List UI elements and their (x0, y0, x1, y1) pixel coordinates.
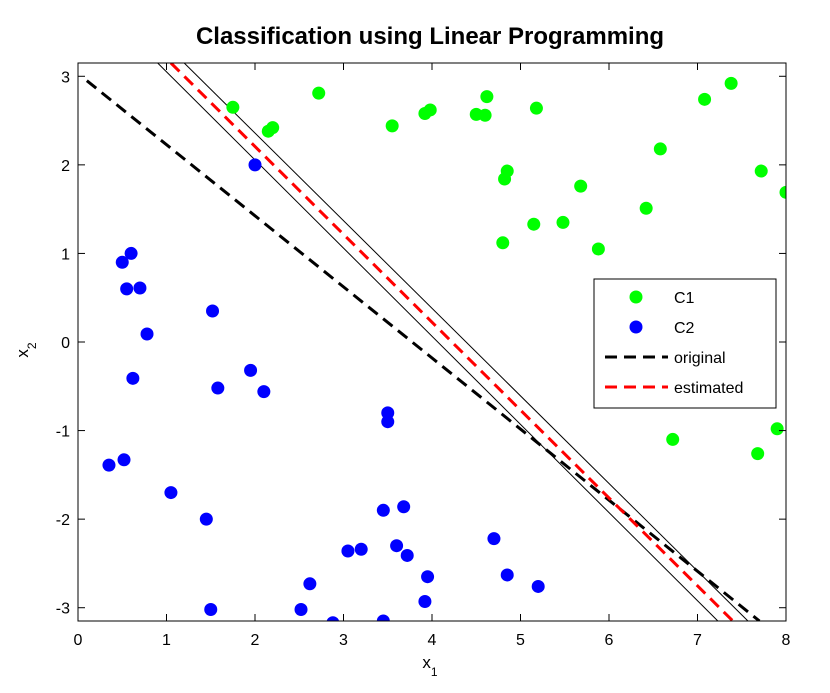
point-c1 (754, 164, 768, 178)
point-c2 (421, 570, 435, 584)
point-c2 (400, 548, 414, 562)
x-tick-label: 7 (693, 632, 702, 649)
x-axis-label: x1 (422, 653, 438, 679)
point-c1 (639, 201, 653, 215)
point-c2 (126, 371, 140, 385)
x-tick-label: 5 (516, 632, 525, 649)
point-c1 (266, 121, 280, 135)
x-tick-label: 8 (782, 632, 791, 649)
point-c1 (574, 179, 588, 193)
legend-marker-c2 (629, 320, 643, 334)
point-c2 (531, 579, 545, 593)
point-c2 (418, 595, 432, 609)
point-c1 (698, 92, 712, 106)
point-c2 (326, 616, 340, 621)
y-axis-ticks: 3 2 1 0 -1 -2 -3 (56, 69, 786, 618)
y-tick-label: -3 (56, 601, 70, 618)
point-c1 (226, 100, 240, 114)
legend-label-c1: C1 (674, 290, 695, 307)
point-c1 (423, 103, 437, 117)
point-c2 (164, 486, 178, 500)
y-axis-label: x2 (13, 342, 39, 358)
point-c1 (751, 447, 765, 461)
x-axis-label-main: x (422, 653, 431, 672)
point-c1 (312, 86, 326, 100)
legend-label-original: original (674, 350, 726, 367)
point-c2 (376, 503, 390, 517)
point-c1 (653, 142, 667, 156)
point-c2 (397, 500, 411, 514)
y-tick-label: -1 (56, 424, 70, 441)
point-c1 (666, 432, 680, 446)
point-c2 (120, 282, 134, 296)
point-c2 (487, 532, 501, 546)
point-c2 (248, 158, 262, 172)
point-c2 (102, 458, 116, 472)
point-c1 (478, 108, 492, 122)
point-c2 (211, 381, 225, 395)
legend-marker-c1 (629, 290, 643, 304)
point-c2 (117, 453, 131, 467)
y-axis-label-subscript: 2 (25, 342, 39, 349)
point-c1 (724, 76, 738, 90)
data-marks (85, 63, 786, 621)
margin-line (183, 63, 749, 621)
point-c1 (591, 242, 605, 256)
point-c1 (529, 101, 543, 115)
point-c2 (133, 281, 147, 295)
point-c2 (390, 539, 404, 553)
point-c2 (354, 542, 368, 556)
point-c1 (496, 236, 510, 250)
chart-title: Classification using Linear Programming (196, 23, 664, 50)
point-c2 (206, 304, 220, 318)
point-c2 (381, 415, 395, 429)
y-axis-label-main: x (13, 349, 32, 358)
point-c1 (527, 217, 541, 231)
point-c2 (303, 577, 317, 591)
x-tick-label: 0 (74, 632, 83, 649)
point-c2 (376, 614, 390, 621)
point-c1 (770, 422, 784, 436)
point-c2 (341, 544, 355, 558)
x-tick-label: 2 (251, 632, 260, 649)
point-c2 (124, 246, 138, 260)
point-c1 (779, 185, 786, 199)
point-c2 (244, 363, 258, 377)
legend-items: C1 C2 original estimated (605, 290, 743, 397)
point-c2 (257, 385, 271, 399)
point-c2 (140, 327, 154, 341)
y-tick-label: 2 (61, 158, 70, 175)
x-tick-label: 1 (162, 632, 171, 649)
legend-label-c2: C2 (674, 320, 695, 337)
y-tick-label: -2 (56, 512, 70, 529)
point-c1 (480, 90, 494, 104)
point-c1 (556, 215, 570, 229)
y-tick-label: 1 (61, 246, 70, 263)
y-tick-label: 3 (61, 69, 70, 86)
margin-line (157, 63, 719, 621)
point-c1 (500, 164, 514, 178)
y-tick-label: 0 (61, 335, 70, 352)
x-tick-label: 4 (428, 632, 437, 649)
point-c2 (115, 255, 129, 269)
x-tick-label: 3 (339, 632, 348, 649)
point-c2 (199, 512, 213, 526)
point-c1 (385, 119, 399, 133)
legend: C1 C2 original estimated (593, 278, 777, 409)
legend-label-estimated: estimated (674, 380, 743, 397)
line-original (85, 79, 761, 621)
point-c2 (294, 602, 308, 616)
x-tick-label: 6 (605, 632, 614, 649)
point-c2 (204, 602, 218, 616)
x-axis-label-subscript: 1 (431, 665, 438, 679)
x-axis-ticks: 0 1 2 3 4 5 6 7 8 (74, 63, 791, 649)
point-c2 (500, 568, 514, 582)
